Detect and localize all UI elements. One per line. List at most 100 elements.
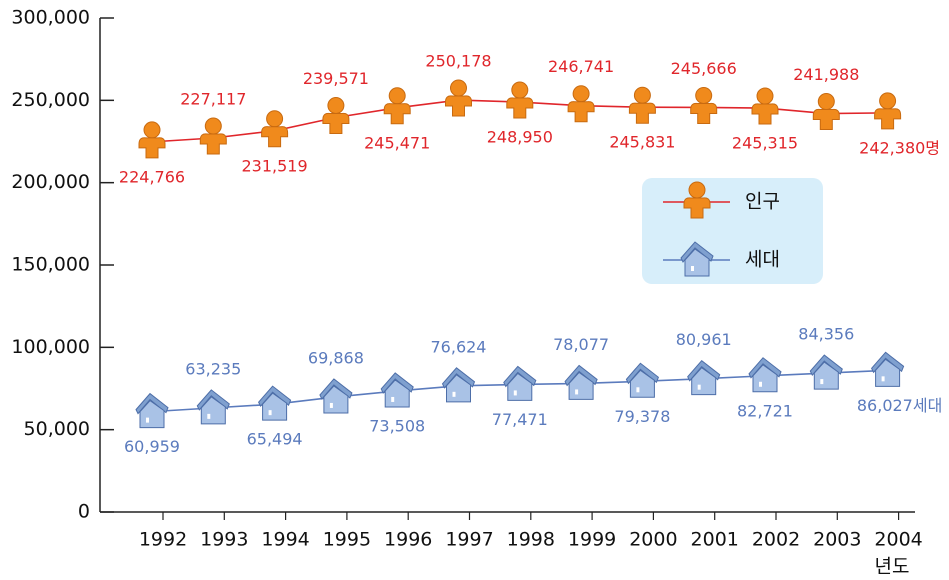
person-head (879, 92, 897, 110)
y-tick-label: 250,000 (11, 89, 90, 111)
house-window (329, 402, 333, 408)
house-window (575, 389, 579, 395)
value-label: 227,117 (180, 90, 246, 109)
person-body (628, 102, 656, 124)
house-window (636, 387, 640, 393)
data-marker (383, 87, 411, 125)
data-marker (628, 86, 656, 124)
person-body (445, 95, 472, 117)
y-tick-label: 50,000 (24, 418, 90, 440)
data-marker (322, 97, 350, 135)
value-label: 86,027세대 (857, 396, 942, 415)
person-head (143, 121, 161, 139)
x-tick-label: 2002 (752, 529, 800, 551)
data-marker (380, 372, 414, 408)
person-body (506, 97, 534, 119)
data-marker (138, 121, 166, 159)
house-window (513, 390, 517, 396)
value-label: 63,235 (185, 359, 241, 378)
legend-label: 세대 (745, 249, 780, 271)
legend-box (642, 178, 823, 284)
person-body (683, 197, 711, 219)
value-label: 231,519 (242, 156, 308, 175)
legend-label: 인구 (745, 191, 780, 213)
data-marker (258, 385, 292, 421)
value-label: 80,961 (676, 330, 732, 349)
x-tick-label: 1992 (139, 529, 187, 551)
person-body (751, 103, 779, 125)
house-roof (687, 359, 721, 382)
x-tick-label: 2003 (813, 529, 861, 551)
value-label: 245,666 (671, 59, 737, 78)
data-marker (564, 364, 598, 400)
value-label: 65,494 (247, 430, 303, 449)
house-roof (680, 241, 714, 263)
person-head (756, 87, 774, 105)
data-marker (503, 365, 537, 401)
value-label: 250,178 (425, 52, 491, 71)
value-label: 77,471 (492, 410, 548, 429)
person-body (690, 102, 718, 124)
y-tick-label: 200,000 (11, 171, 90, 193)
x-tick-label: 1997 (445, 529, 493, 551)
house-roof (748, 357, 782, 379)
house-window (207, 413, 211, 419)
value-label: 79,378 (614, 407, 670, 426)
person-head (511, 81, 529, 99)
y-tick-label: 150,000 (11, 254, 90, 276)
value-label: 245,315 (732, 134, 798, 153)
person-head (450, 79, 467, 97)
person-head (204, 117, 222, 135)
house-roof (135, 392, 169, 415)
house-roof (441, 367, 476, 389)
data-marker (809, 354, 843, 390)
x-tick-label: 2004 (874, 529, 922, 551)
value-label: 224,766 (119, 167, 185, 186)
value-label: 69,868 (308, 348, 364, 367)
person-body (322, 112, 350, 135)
house-roof (196, 389, 230, 411)
y-tick-label: 100,000 (11, 336, 90, 358)
house-window (452, 391, 456, 397)
value-label: 241,988 (793, 65, 859, 84)
data-marker (135, 392, 169, 429)
value-label: 82,721 (737, 401, 793, 420)
x-tick-label: 2000 (629, 529, 677, 551)
person-body (138, 137, 166, 159)
data-marker (625, 362, 660, 398)
legend-marker (680, 241, 714, 277)
house-window (881, 376, 885, 382)
house-roof (809, 354, 843, 376)
legend-marker (683, 181, 711, 219)
data-marker (690, 86, 718, 124)
data-marker (319, 378, 353, 414)
x-tick-label: 1995 (323, 529, 371, 551)
person-head (388, 87, 406, 105)
y-tick-label: 300,000 (11, 7, 90, 29)
x-tick-label: 1993 (200, 529, 248, 551)
y-tick-label: 0 (78, 501, 90, 523)
person-head (572, 85, 590, 103)
house-window (146, 417, 149, 423)
house-roof (258, 385, 292, 408)
data-marker (812, 93, 840, 131)
x-axis-title: 년도 (875, 556, 910, 578)
data-marker (874, 92, 902, 130)
value-label: 78,077 (553, 335, 609, 354)
house-roof (503, 365, 537, 388)
x-tick-label: 1998 (507, 529, 555, 551)
x-tick-label: 1999 (568, 529, 616, 551)
x-tick-label: 2001 (691, 529, 739, 551)
house-roof (625, 362, 660, 385)
value-label: 239,571 (303, 69, 369, 88)
person-body (874, 108, 902, 130)
value-label: 242,380명 (859, 138, 940, 157)
data-marker (871, 351, 905, 387)
house-window (697, 384, 701, 390)
person-body (567, 101, 595, 123)
house-window (391, 396, 395, 402)
data-marker (441, 367, 476, 403)
house-roof (564, 364, 598, 387)
value-label: 248,950 (487, 128, 553, 147)
